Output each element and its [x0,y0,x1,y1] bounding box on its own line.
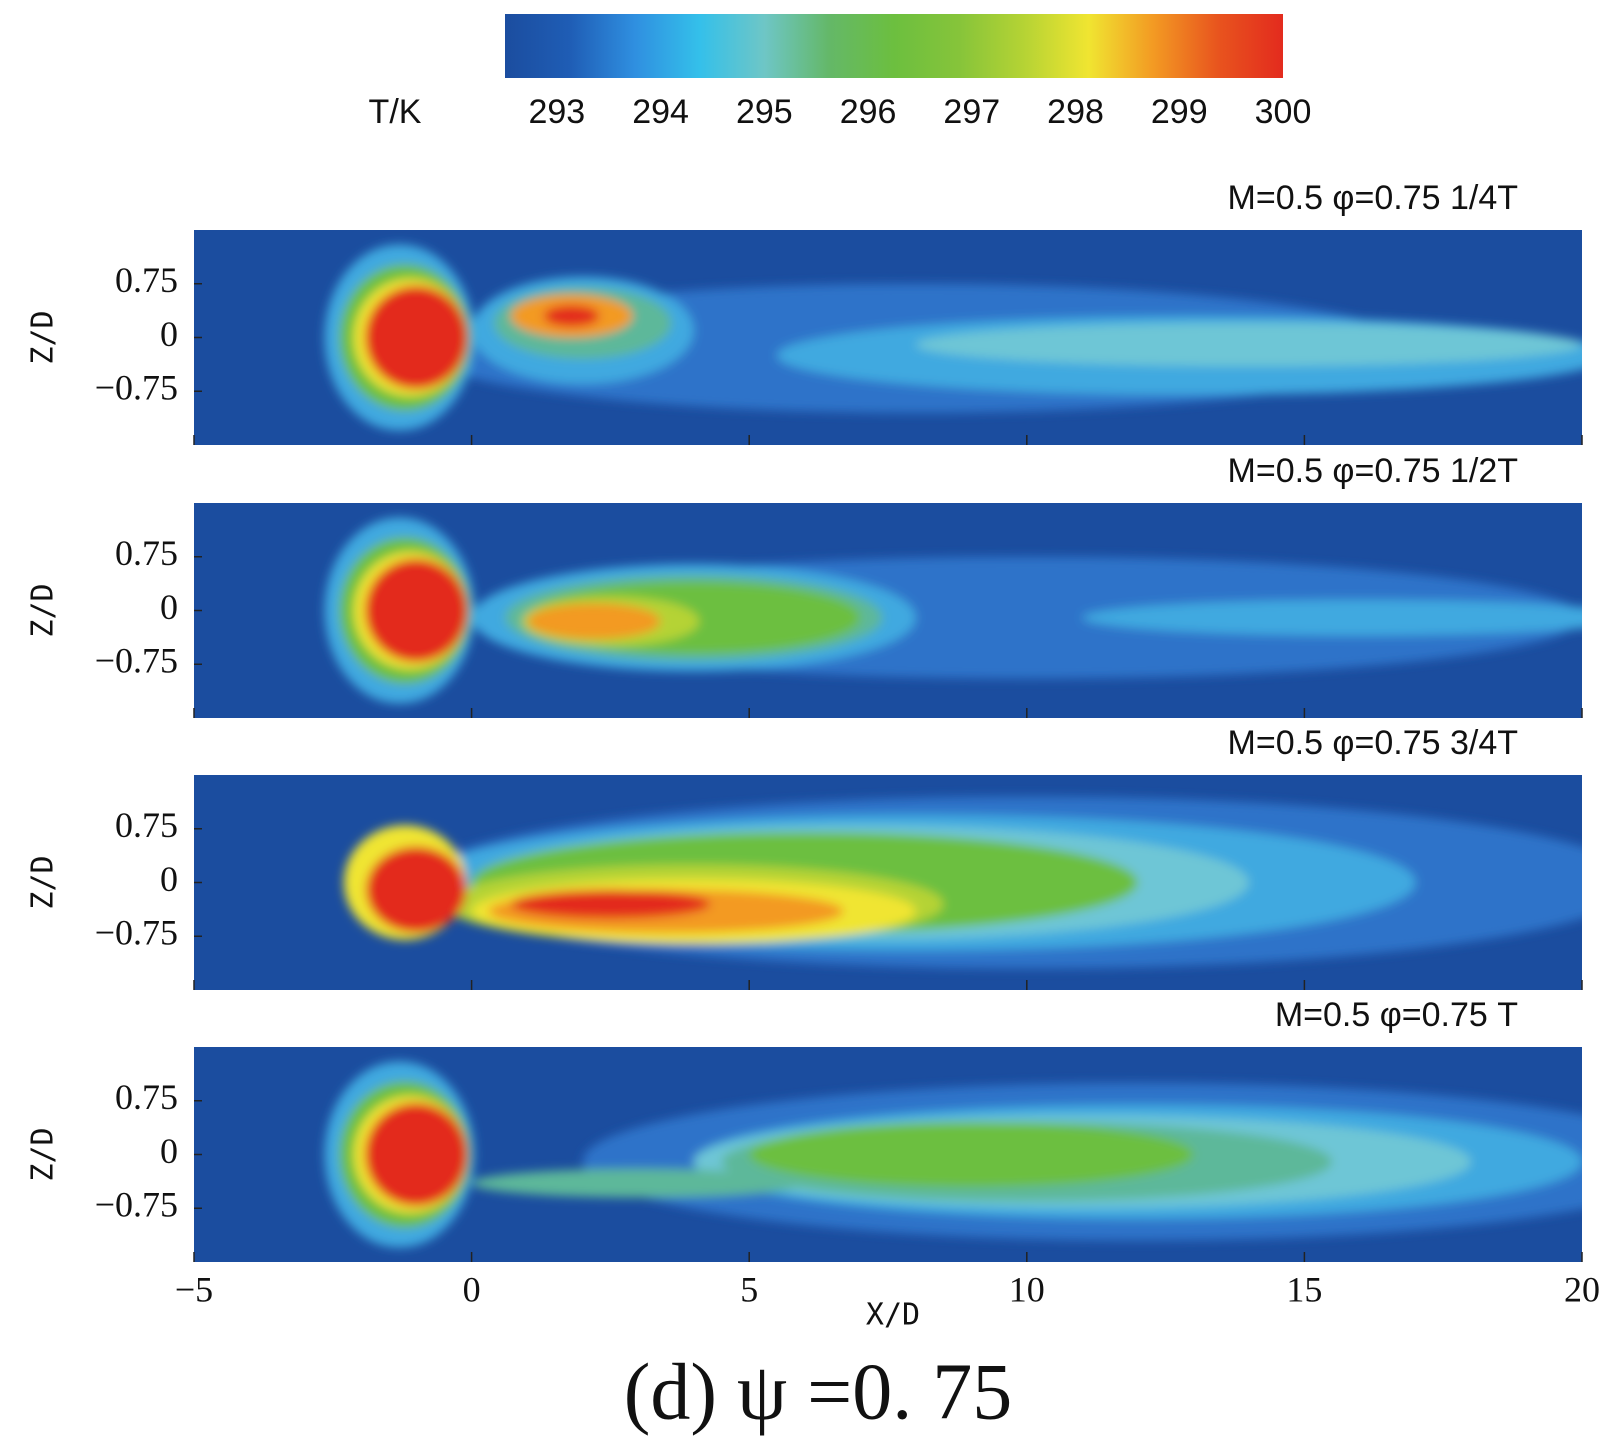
field-blur [343,796,1582,969]
y-tick-label: 0 [160,859,178,899]
x-axis-label: X/D [866,1298,920,1333]
y-tick-label: −0.75 [95,368,178,408]
panel-title: M=0.5 φ=0.75 3/4T [1228,724,1518,762]
colorbar-tick-label: 299 [1151,93,1208,131]
y-tick-label: −0.75 [95,641,178,681]
y-tick-label: 0.75 [115,805,178,845]
temperature-field [324,244,1582,431]
contour-region [365,285,468,390]
y-tick-label: 0 [160,314,178,354]
field-blur [324,244,1582,431]
panel-title: M=0.5 φ=0.75 T [1275,996,1518,1034]
y-tick-label: −0.75 [95,1185,178,1225]
temperature-field [324,517,1582,704]
y-tick-label: −0.75 [95,913,178,953]
contour-region [543,305,600,327]
contour-region [1082,599,1582,636]
temperature-field [343,796,1582,969]
field-blur [324,1061,1582,1248]
x-tick-label: 10 [1009,1269,1045,1309]
contour-region [365,1102,468,1207]
contour-region [510,889,711,919]
y-tick-label: 0 [160,587,178,627]
colorbar-tick-label: 297 [943,93,1000,131]
x-tick-label: 0 [463,1269,481,1309]
contour-region [366,846,467,933]
panel-title: M=0.5 φ=0.75 1/4T [1228,179,1518,217]
contour-region [471,1168,805,1198]
contour-region [527,603,661,640]
y-axis-label: Z/D [26,583,61,637]
caption: (d) ψ =0. 75 [624,1348,1012,1436]
x-tick-label: 20 [1564,1269,1600,1309]
colorbar-tick-label: 294 [632,93,689,131]
y-axis-label: Z/D [26,1127,61,1181]
colorbar-label: T/K [369,93,422,131]
contour-region [749,1122,1194,1187]
colorbar-tick-label: 300 [1255,93,1312,131]
y-axis-label: Z/D [26,310,61,364]
field-blur [324,517,1582,704]
x-tick-label: 5 [740,1269,758,1309]
colorbar-tick-label: 296 [840,93,897,131]
colorbar [505,14,1283,78]
x-tick-label: −5 [175,1269,213,1309]
temperature-field [324,1061,1582,1248]
panel-title: M=0.5 φ=0.75 1/2T [1228,452,1518,490]
y-tick-label: 0.75 [115,260,178,300]
colorbar-tick-label: 295 [736,93,793,131]
colorbar-tick-label: 298 [1047,93,1104,131]
x-tick-label: 15 [1286,1269,1322,1309]
y-tick-label: 0 [160,1131,178,1171]
y-tick-label: 0.75 [115,1077,178,1117]
y-axis-label: Z/D [26,855,61,909]
contour-region [365,558,468,663]
y-tick-label: 0.75 [115,533,178,573]
colorbar-tick-label: 293 [528,93,585,131]
contour-region [915,323,1582,367]
